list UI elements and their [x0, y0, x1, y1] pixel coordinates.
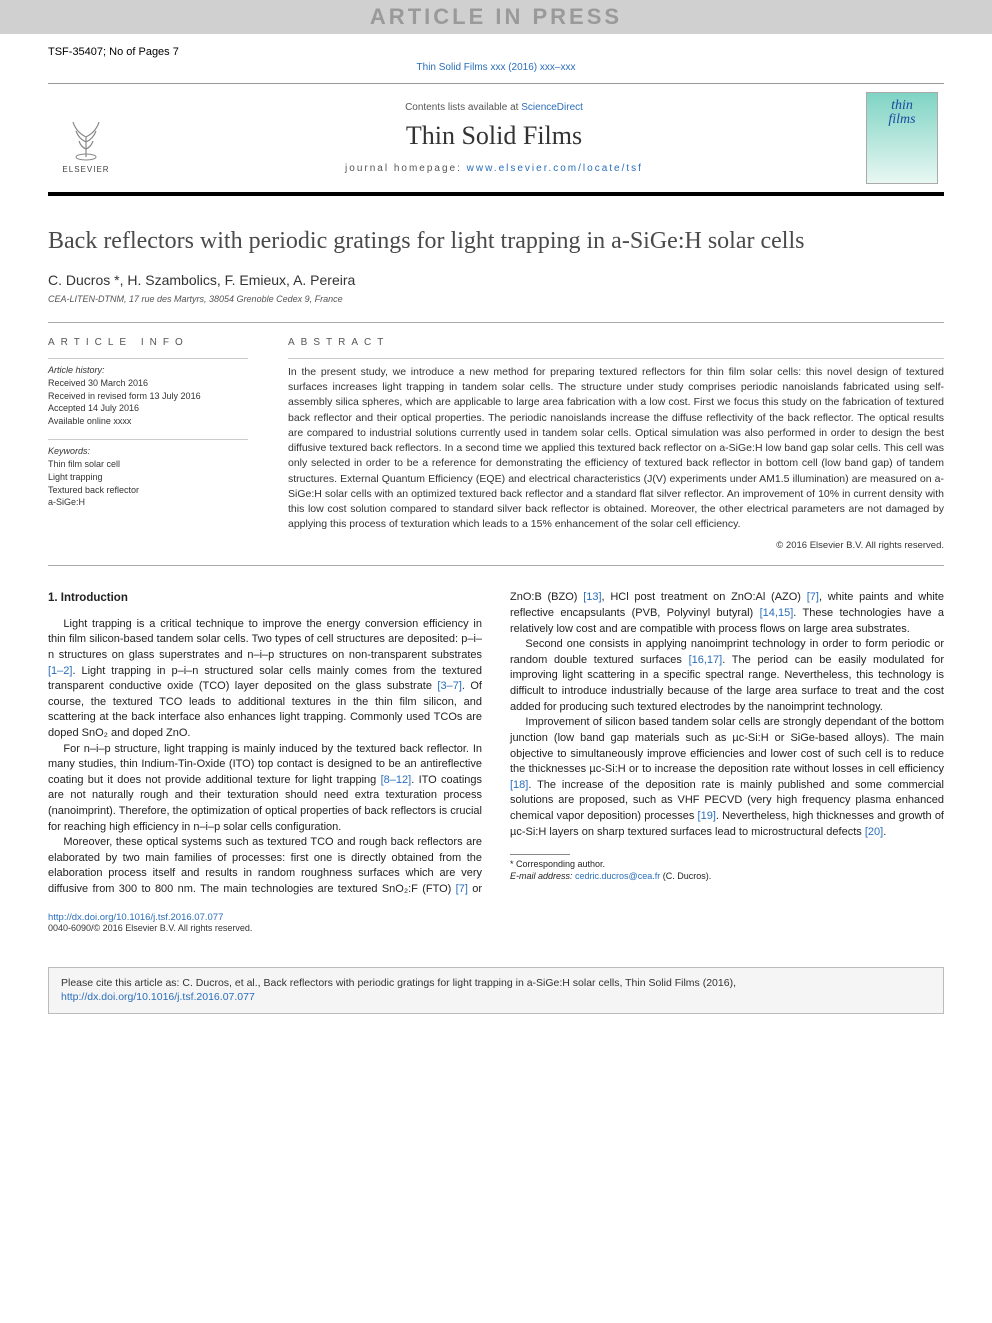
article-title: Back reflectors with periodic gratings f…	[48, 226, 944, 256]
keyword-2: Light trapping	[48, 471, 248, 484]
abstract-panel: ABSTRACT In the present study, we introd…	[268, 337, 944, 551]
keyword-3: Textured back reflector	[48, 484, 248, 497]
journal-homepage-line: journal homepage: www.elsevier.com/locat…	[132, 163, 856, 174]
abstract-heading: ABSTRACT	[288, 337, 944, 348]
journal-reference-link[interactable]: Thin Solid Films xxx (2016) xxx–xxx	[417, 62, 576, 73]
history-received: Received 30 March 2016	[48, 377, 248, 390]
manuscript-id: TSF-35407; No of Pages 7	[48, 46, 179, 58]
intro-para-4: Second one consists in applying nanoimpr…	[510, 637, 944, 715]
corr-email-line: E-mail address: cedric.ducros@cea.fr (C.…	[510, 871, 944, 883]
section-1-heading: 1. Introduction	[48, 590, 482, 606]
journal-cover-thumbnail: thin films	[866, 92, 938, 184]
ref-8-12[interactable]: [8–12]	[381, 774, 412, 786]
citation-text: Please cite this article as: C. Ducros, …	[61, 977, 736, 989]
abstract-text: In the present study, we introduce a new…	[288, 358, 944, 532]
article-info-heading: ARTICLE INFO	[48, 337, 248, 348]
journal-reference: Thin Solid Films xxx (2016) xxx–xxx	[48, 62, 944, 73]
history-online: Available online xxxx	[48, 415, 248, 428]
issn-copyright-line: 0040-6090/© 2016 Elsevier B.V. All right…	[48, 923, 944, 933]
banner-center: Contents lists available at ScienceDirec…	[132, 102, 856, 174]
keyword-1: Thin film solar cell	[48, 458, 248, 471]
intro-para-1: Light trapping is a critical technique t…	[48, 617, 482, 742]
header-row: TSF-35407; No of Pages 7	[48, 46, 944, 58]
ref-1-2[interactable]: [1–2]	[48, 665, 72, 677]
journal-homepage-link[interactable]: www.elsevier.com/locate/tsf	[467, 163, 643, 174]
elsevier-tree-icon	[61, 107, 111, 163]
homepage-prefix: journal homepage:	[345, 163, 467, 174]
contents-lists-line: Contents lists available at ScienceDirec…	[132, 102, 856, 113]
citation-box: Please cite this article as: C. Ducros, …	[48, 967, 944, 1014]
ref-16-17[interactable]: [16,17]	[689, 654, 723, 666]
corr-email-link[interactable]: cedric.ducros@cea.fr	[575, 871, 660, 881]
authors-line: C. Ducros *, H. Szambolics, F. Emieux, A…	[48, 272, 944, 288]
history-revised: Received in revised form 13 July 2016	[48, 390, 248, 403]
ref-18[interactable]: [18]	[510, 779, 528, 791]
article-info-panel: ARTICLE INFO Article history: Received 3…	[48, 337, 268, 551]
article-in-press-watermark: ARTICLE IN PRESS	[0, 0, 992, 34]
publisher-name: ELSEVIER	[62, 165, 109, 174]
history-accepted: Accepted 14 July 2016	[48, 402, 248, 415]
abstract-copyright: © 2016 Elsevier B.V. All rights reserved…	[288, 540, 944, 551]
body-two-columns: 1. Introduction Light trapping is a crit…	[48, 590, 944, 897]
email-label: E-mail address:	[510, 871, 575, 881]
keyword-4: a-SiGe:H	[48, 496, 248, 509]
journal-banner: ELSEVIER Contents lists available at Sci…	[48, 83, 944, 196]
cover-text-line1: thin	[891, 99, 913, 113]
ref-7a[interactable]: [7]	[456, 883, 468, 895]
doi-block: http://dx.doi.org/10.1016/j.tsf.2016.07.…	[48, 912, 944, 933]
affiliation: CEA-LITEN-DTNM, 17 rue des Martyrs, 3805…	[48, 294, 944, 304]
authors-text: C. Ducros *, H. Szambolics, F. Emieux, A…	[48, 272, 355, 288]
keywords-label: Keywords:	[48, 439, 248, 456]
sciencedirect-link[interactable]: ScienceDirect	[521, 102, 583, 113]
ref-7b[interactable]: [7]	[807, 591, 819, 603]
footnote-separator	[510, 854, 570, 855]
contents-prefix: Contents lists available at	[405, 102, 521, 113]
ref-3-7[interactable]: [3–7]	[437, 680, 461, 692]
article-history-label: Article history:	[48, 358, 248, 375]
doi-link[interactable]: http://dx.doi.org/10.1016/j.tsf.2016.07.…	[48, 912, 223, 923]
intro-para-5: Improvement of silicon based tandem sola…	[510, 715, 944, 840]
ref-13[interactable]: [13]	[583, 591, 601, 603]
corr-author-label: * Corresponding author.	[510, 859, 944, 871]
ref-20[interactable]: [20]	[865, 826, 883, 838]
citation-doi-link[interactable]: http://dx.doi.org/10.1016/j.tsf.2016.07.…	[61, 991, 255, 1003]
corresponding-author-footnote: * Corresponding author. E-mail address: …	[510, 859, 944, 882]
cover-text-line2: films	[888, 113, 915, 127]
intro-para-2: For n–i–p structure, light trapping is m…	[48, 742, 482, 836]
ref-19[interactable]: [19]	[698, 810, 716, 822]
publisher-logo: ELSEVIER	[54, 102, 118, 174]
journal-title: Thin Solid Films	[132, 121, 856, 151]
ref-14-15[interactable]: [14,15]	[760, 607, 794, 619]
email-tail: (C. Ducros).	[660, 871, 711, 881]
info-abstract-row: ARTICLE INFO Article history: Received 3…	[48, 322, 944, 566]
page-container: TSF-35407; No of Pages 7 Thin Solid Film…	[0, 34, 992, 953]
